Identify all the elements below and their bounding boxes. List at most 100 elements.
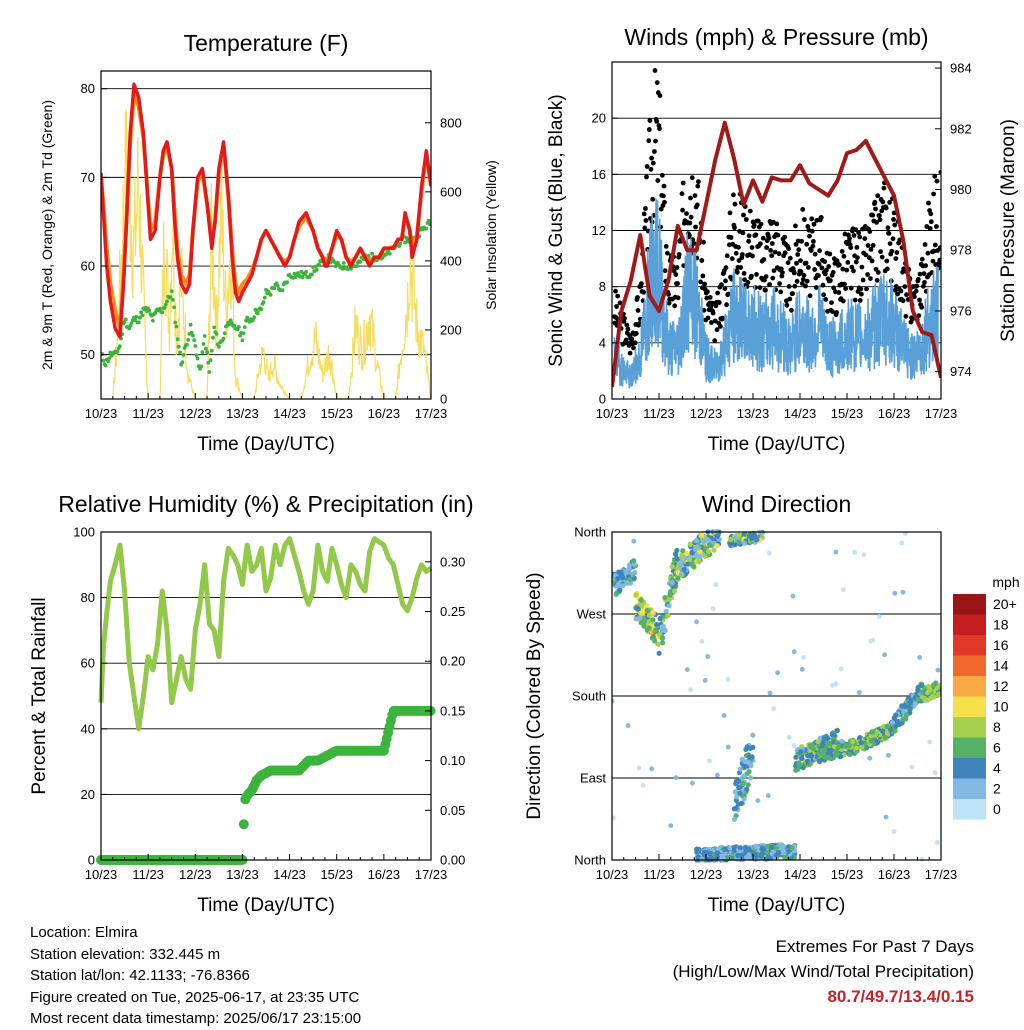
gust-point xyxy=(793,223,798,229)
gust-point xyxy=(649,155,654,161)
x-tick-label: 11/23 xyxy=(132,867,164,882)
direction-point xyxy=(684,667,690,672)
gust-point xyxy=(768,248,773,253)
gust-point xyxy=(653,138,658,144)
gust-point xyxy=(764,245,769,250)
direction-point xyxy=(687,541,693,547)
gust-point xyxy=(843,286,848,291)
direction-point xyxy=(731,816,738,822)
gust-point xyxy=(625,326,631,332)
gust-point xyxy=(644,164,650,169)
gust-point xyxy=(732,225,737,231)
gust-point xyxy=(751,222,757,228)
gust-point xyxy=(663,244,669,249)
direction-series-group xyxy=(612,529,941,863)
y2-tick-label: 980 xyxy=(950,182,972,197)
x-tick-label: 11/23 xyxy=(132,406,164,421)
gust-point xyxy=(919,304,925,310)
gust-point xyxy=(856,230,861,236)
gust-point xyxy=(712,338,718,344)
direction-point xyxy=(721,713,727,718)
gust-point xyxy=(700,273,706,279)
x-tick-label: 15/23 xyxy=(831,406,864,421)
y2-tick-label: 0.10 xyxy=(440,753,465,768)
gust-point xyxy=(749,245,755,250)
direction-point xyxy=(661,623,666,629)
x-tick-label: 10/23 xyxy=(85,406,118,421)
direction-point xyxy=(738,800,745,807)
direction-point xyxy=(755,798,761,803)
y-tick-label: 100 xyxy=(73,525,95,540)
direction-point xyxy=(685,561,691,567)
gust-point xyxy=(732,201,738,207)
legend-swatch xyxy=(953,635,986,656)
gust-point xyxy=(849,264,855,270)
dewpoint-point xyxy=(214,332,219,336)
direction-point xyxy=(668,823,674,828)
gust-point xyxy=(790,291,795,296)
direction-point xyxy=(839,738,845,744)
gust-point xyxy=(695,183,701,189)
y2-tick-label: 0.25 xyxy=(440,604,465,619)
dewpoint-point xyxy=(138,315,142,320)
direction-point xyxy=(753,843,759,849)
gust-point xyxy=(782,234,788,240)
dewpoint-point xyxy=(221,336,226,341)
gust-point xyxy=(886,231,892,236)
gust-point xyxy=(661,183,667,189)
gust-point xyxy=(928,211,934,217)
legend-swatch xyxy=(953,737,986,758)
y-tick-label: 4 xyxy=(599,335,606,350)
direction-point xyxy=(650,617,656,623)
y-tick-label: 70 xyxy=(81,170,95,185)
gust-point xyxy=(883,205,889,211)
gust-point xyxy=(807,233,812,239)
gust-point xyxy=(714,327,720,333)
gust-point xyxy=(894,250,900,255)
dewpoint-point xyxy=(162,306,167,310)
gust-point xyxy=(848,245,854,251)
y-tick-label: 80 xyxy=(81,81,95,96)
gust-point xyxy=(851,233,857,238)
dewpoint-point xyxy=(134,314,139,319)
gust-point xyxy=(769,253,775,259)
dewpoint-point xyxy=(185,342,189,347)
gust-point xyxy=(719,282,724,288)
direction-point xyxy=(817,758,823,765)
y2-tick-label: 978 xyxy=(950,243,972,258)
direction-point xyxy=(935,840,940,845)
direction-point xyxy=(649,766,655,772)
direction-point xyxy=(934,685,940,691)
x-tick-label: 11/23 xyxy=(643,406,675,421)
direction-point xyxy=(707,542,713,548)
x-tick-label: 13/23 xyxy=(226,867,259,882)
direction-point xyxy=(636,765,642,771)
gust-point xyxy=(778,289,784,295)
temperature-panel: 10/23 11/23 12/23 13/23 14/23 15/23 16/23 17/23… xyxy=(39,30,499,455)
gust-point xyxy=(733,250,739,256)
gust-point xyxy=(627,350,633,356)
gust-point xyxy=(837,262,842,268)
gust-point xyxy=(688,195,693,201)
gust-point xyxy=(867,229,873,234)
gust-point xyxy=(774,221,780,227)
y-tick-label: 50 xyxy=(81,347,95,362)
gust-point xyxy=(809,216,815,222)
direction-point xyxy=(727,541,734,547)
direction-point xyxy=(870,729,876,735)
gust-point xyxy=(855,255,860,260)
direction-point xyxy=(815,739,821,745)
gust-point xyxy=(829,300,834,305)
direction-point xyxy=(734,794,740,800)
dewpoint-point xyxy=(163,302,168,307)
gust-point xyxy=(675,295,681,301)
gust-point xyxy=(865,243,871,248)
gust-point xyxy=(767,282,772,287)
direction-point xyxy=(625,723,631,728)
dewpoint-point xyxy=(212,325,217,330)
chart-title: Temperature (F) xyxy=(184,30,349,56)
direction-point xyxy=(646,625,652,631)
gust-point xyxy=(684,211,689,217)
gust-point xyxy=(877,213,882,219)
dewpoint-point xyxy=(259,307,264,311)
